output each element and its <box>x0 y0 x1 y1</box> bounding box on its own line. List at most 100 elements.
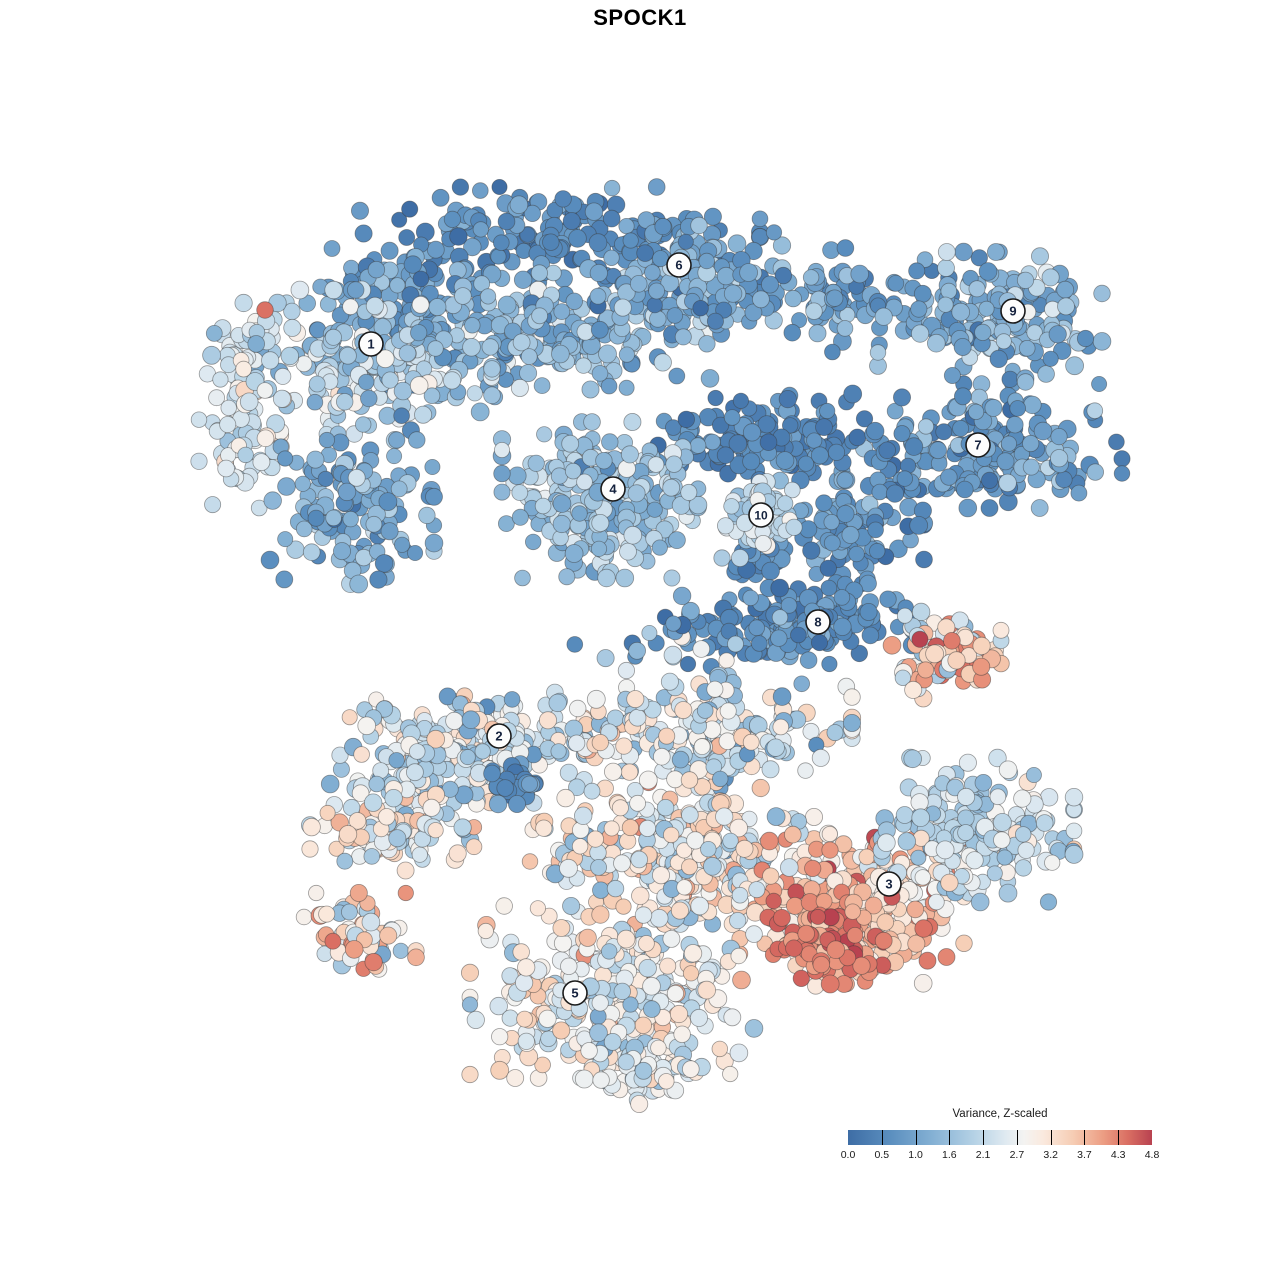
data-point <box>301 840 319 858</box>
data-point <box>514 569 531 587</box>
data-point <box>896 607 913 624</box>
data-point <box>349 574 369 594</box>
data-point <box>517 1032 535 1050</box>
data-point <box>666 984 685 1003</box>
data-point <box>613 982 632 1001</box>
data-point <box>987 243 1005 261</box>
data-point <box>713 549 731 567</box>
data-point <box>915 550 933 569</box>
cluster-badge-2: 2 <box>486 723 512 749</box>
data-point <box>656 799 675 817</box>
cluster-badge-1: 1 <box>358 331 384 357</box>
data-point <box>644 264 661 281</box>
cluster-badge-label: 10 <box>754 509 768 523</box>
data-point <box>583 782 601 800</box>
data-point <box>658 1073 675 1090</box>
data-point <box>618 379 635 396</box>
data-point <box>770 578 789 598</box>
data-point <box>507 795 526 814</box>
data-point <box>887 274 905 292</box>
data-point <box>955 480 974 499</box>
data-point <box>566 636 584 653</box>
data-point <box>308 884 325 902</box>
data-point <box>820 974 840 994</box>
data-point <box>459 749 476 766</box>
data-point <box>553 934 573 953</box>
data-point <box>993 813 1012 832</box>
data-point <box>449 227 468 246</box>
data-point <box>797 924 815 943</box>
data-point <box>906 900 925 919</box>
data-point <box>1016 271 1035 289</box>
data-point <box>464 317 481 334</box>
data-point <box>479 288 497 305</box>
data-point <box>616 929 636 949</box>
data-point <box>523 204 542 222</box>
data-point <box>603 820 620 837</box>
data-point <box>338 346 357 365</box>
data-point <box>418 506 436 525</box>
data-point <box>280 346 300 366</box>
data-point <box>205 324 223 342</box>
cluster-badge-label: 9 <box>1009 304 1016 319</box>
data-point <box>783 825 802 844</box>
data-point <box>590 540 608 557</box>
cluster-badge-3: 3 <box>876 871 902 897</box>
data-point <box>1023 395 1042 415</box>
data-point <box>589 287 607 305</box>
data-point <box>765 224 783 241</box>
data-point <box>336 852 354 870</box>
data-point <box>811 634 829 652</box>
data-point <box>750 635 768 652</box>
data-point <box>1035 814 1054 832</box>
data-point <box>732 392 750 409</box>
data-point <box>342 298 359 316</box>
data-point <box>953 337 972 356</box>
data-point <box>325 509 342 527</box>
data-point <box>521 853 539 870</box>
data-point <box>341 709 358 726</box>
colorbar-inner-tick <box>949 1130 951 1145</box>
data-point <box>811 748 830 767</box>
data-point <box>790 626 807 644</box>
data-point <box>722 1065 739 1083</box>
data-point <box>202 345 222 365</box>
data-point <box>759 433 778 452</box>
data-point <box>826 724 844 742</box>
data-point <box>378 808 396 826</box>
data-point <box>958 753 977 772</box>
data-point <box>533 377 551 395</box>
data-point <box>805 808 824 827</box>
data-point <box>677 233 694 250</box>
data-point <box>591 514 610 533</box>
data-point <box>622 232 639 249</box>
data-point <box>742 423 762 442</box>
data-point <box>488 794 508 814</box>
data-point <box>519 226 536 243</box>
data-point <box>511 508 529 526</box>
data-point <box>844 903 861 920</box>
data-point <box>513 270 533 290</box>
data-point <box>390 480 408 498</box>
data-point <box>493 441 510 458</box>
data-point <box>519 364 538 383</box>
data-point <box>682 965 700 982</box>
data-point <box>735 839 754 858</box>
data-point <box>910 300 928 318</box>
data-point <box>443 210 461 228</box>
data-point <box>1076 329 1095 348</box>
data-point <box>630 1095 649 1114</box>
colorbar-tick-label: 4.8 <box>1144 1149 1160 1161</box>
data-point <box>992 621 1010 639</box>
data-point <box>674 701 693 720</box>
data-point <box>355 416 372 433</box>
data-point <box>1041 268 1060 287</box>
data-point <box>629 274 648 293</box>
data-point <box>773 909 791 927</box>
colorbar-tick-label: 2.1 <box>975 1149 991 1161</box>
data-point <box>630 850 648 869</box>
cluster-badge-label: 2 <box>495 729 502 744</box>
data-point <box>381 371 399 389</box>
data-point <box>407 545 424 562</box>
data-point <box>978 300 995 317</box>
